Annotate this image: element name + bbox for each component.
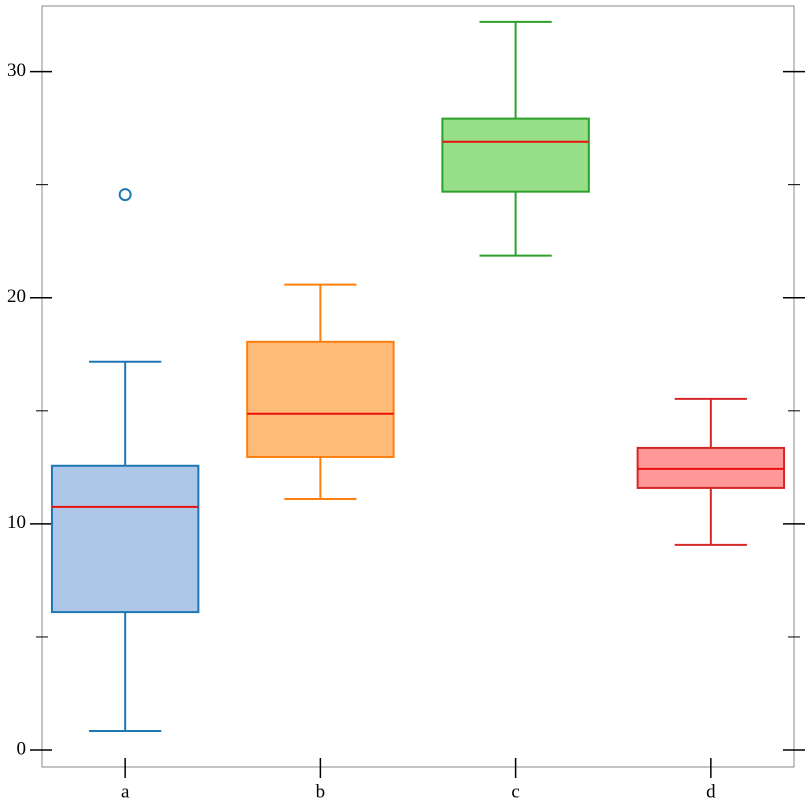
plot-frame [41, 5, 795, 768]
x-tick-label: b [316, 781, 326, 802]
y-tick-label: 0 [17, 738, 27, 759]
box [441, 117, 590, 193]
box [246, 340, 395, 458]
y-tick-label: 10 [7, 512, 26, 533]
y-tick-label: 20 [7, 286, 26, 307]
box [636, 446, 786, 489]
x-tick-label: c [511, 781, 519, 802]
flier [118, 188, 132, 202]
x-tick-label: a [121, 781, 130, 802]
y-tick-label: 30 [7, 60, 26, 81]
box [50, 464, 200, 614]
x-tick-label: d [706, 781, 716, 802]
